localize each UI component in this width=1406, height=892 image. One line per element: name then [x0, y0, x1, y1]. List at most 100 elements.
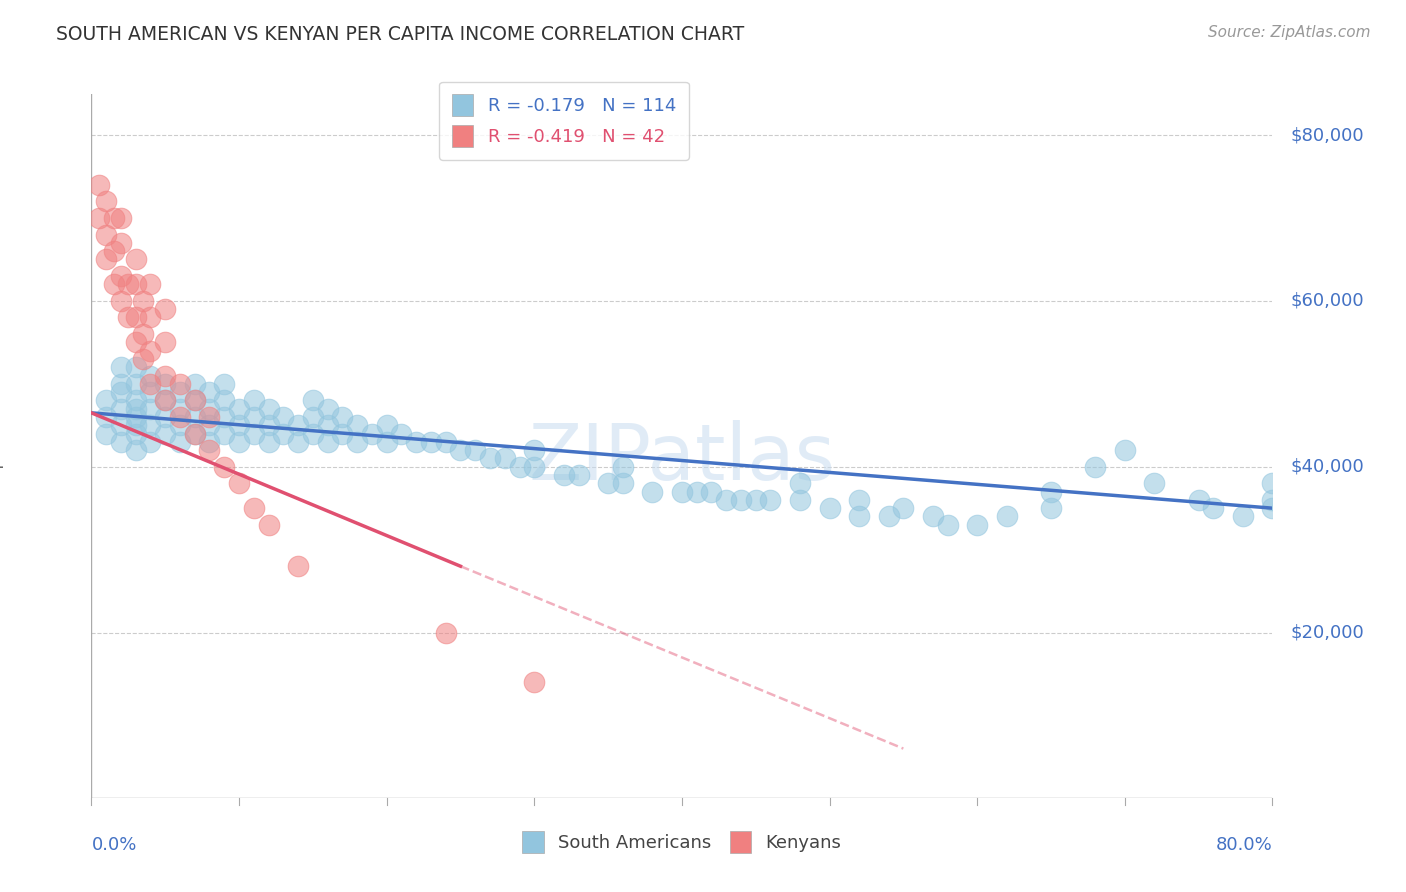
- Point: [117, 277, 139, 292]
- Point: [183, 393, 207, 408]
- Point: [316, 401, 339, 416]
- Point: [183, 409, 207, 424]
- Point: [153, 368, 177, 383]
- Text: Per Capita Income: Per Capita Income: [0, 370, 4, 522]
- Point: [124, 376, 148, 391]
- Point: [671, 484, 693, 499]
- Point: [1232, 509, 1254, 524]
- Point: [228, 401, 250, 416]
- Point: [257, 418, 280, 433]
- Point: [553, 468, 575, 483]
- Point: [110, 418, 132, 433]
- Point: [745, 492, 768, 507]
- Point: [523, 459, 546, 474]
- Point: [228, 418, 250, 433]
- Point: [124, 277, 148, 292]
- Point: [124, 252, 148, 267]
- Point: [1040, 501, 1063, 516]
- Point: [228, 434, 250, 449]
- Point: [287, 434, 309, 449]
- Point: [198, 418, 221, 433]
- Point: [818, 501, 841, 516]
- Point: [478, 451, 502, 466]
- Point: [153, 393, 177, 408]
- Point: [139, 401, 162, 416]
- Point: [893, 501, 915, 516]
- Point: [124, 401, 148, 416]
- Point: [995, 509, 1018, 524]
- Point: [434, 625, 457, 640]
- Point: [789, 492, 811, 507]
- Point: [214, 426, 236, 441]
- Point: [641, 484, 664, 499]
- Point: [243, 409, 266, 424]
- Point: [848, 492, 870, 507]
- Point: [169, 409, 191, 424]
- Point: [183, 376, 207, 391]
- Point: [110, 293, 132, 308]
- Point: [110, 401, 132, 416]
- Text: $80,000: $80,000: [1291, 126, 1364, 145]
- Point: [139, 343, 162, 358]
- Point: [198, 409, 221, 424]
- Point: [1261, 476, 1284, 491]
- Point: [375, 418, 398, 433]
- Text: $20,000: $20,000: [1291, 624, 1364, 641]
- Point: [153, 376, 177, 391]
- Point: [132, 293, 155, 308]
- Point: [214, 376, 236, 391]
- Point: [759, 492, 782, 507]
- Point: [110, 211, 132, 225]
- Point: [316, 418, 339, 433]
- Point: [103, 211, 125, 225]
- Point: [287, 559, 309, 574]
- Point: [598, 476, 620, 491]
- Point: [1143, 476, 1166, 491]
- Text: 80.0%: 80.0%: [1216, 836, 1272, 854]
- Point: [257, 434, 280, 449]
- Point: [124, 360, 148, 375]
- Point: [124, 310, 148, 325]
- Point: [198, 385, 221, 400]
- Point: [714, 492, 737, 507]
- Point: [153, 426, 177, 441]
- Point: [110, 434, 132, 449]
- Point: [139, 368, 162, 383]
- Point: [87, 211, 110, 225]
- Point: [139, 434, 162, 449]
- Point: [103, 244, 125, 259]
- Point: [848, 509, 870, 524]
- Point: [153, 335, 177, 350]
- Text: $60,000: $60,000: [1291, 292, 1364, 310]
- Point: [922, 509, 945, 524]
- Point: [257, 517, 280, 532]
- Point: [434, 434, 457, 449]
- Point: [332, 409, 354, 424]
- Point: [243, 393, 266, 408]
- Point: [612, 476, 634, 491]
- Point: [198, 401, 221, 416]
- Point: [273, 409, 295, 424]
- Point: [96, 252, 118, 267]
- Point: [169, 434, 191, 449]
- Point: [228, 476, 250, 491]
- Point: [110, 385, 132, 400]
- Point: [273, 426, 295, 441]
- Point: [87, 178, 110, 192]
- Point: [110, 268, 132, 283]
- Point: [405, 434, 427, 449]
- Point: [183, 393, 207, 408]
- Point: [139, 310, 162, 325]
- Point: [153, 302, 177, 317]
- Point: [936, 517, 959, 532]
- Text: SOUTH AMERICAN VS KENYAN PER CAPITA INCOME CORRELATION CHART: SOUTH AMERICAN VS KENYAN PER CAPITA INCO…: [56, 25, 745, 44]
- Point: [243, 426, 266, 441]
- Point: [132, 351, 155, 366]
- Point: [139, 418, 162, 433]
- Point: [124, 443, 148, 458]
- Point: [96, 409, 118, 424]
- Point: [117, 310, 139, 325]
- Text: 0.0%: 0.0%: [91, 836, 136, 854]
- Point: [700, 484, 723, 499]
- Point: [243, 501, 266, 516]
